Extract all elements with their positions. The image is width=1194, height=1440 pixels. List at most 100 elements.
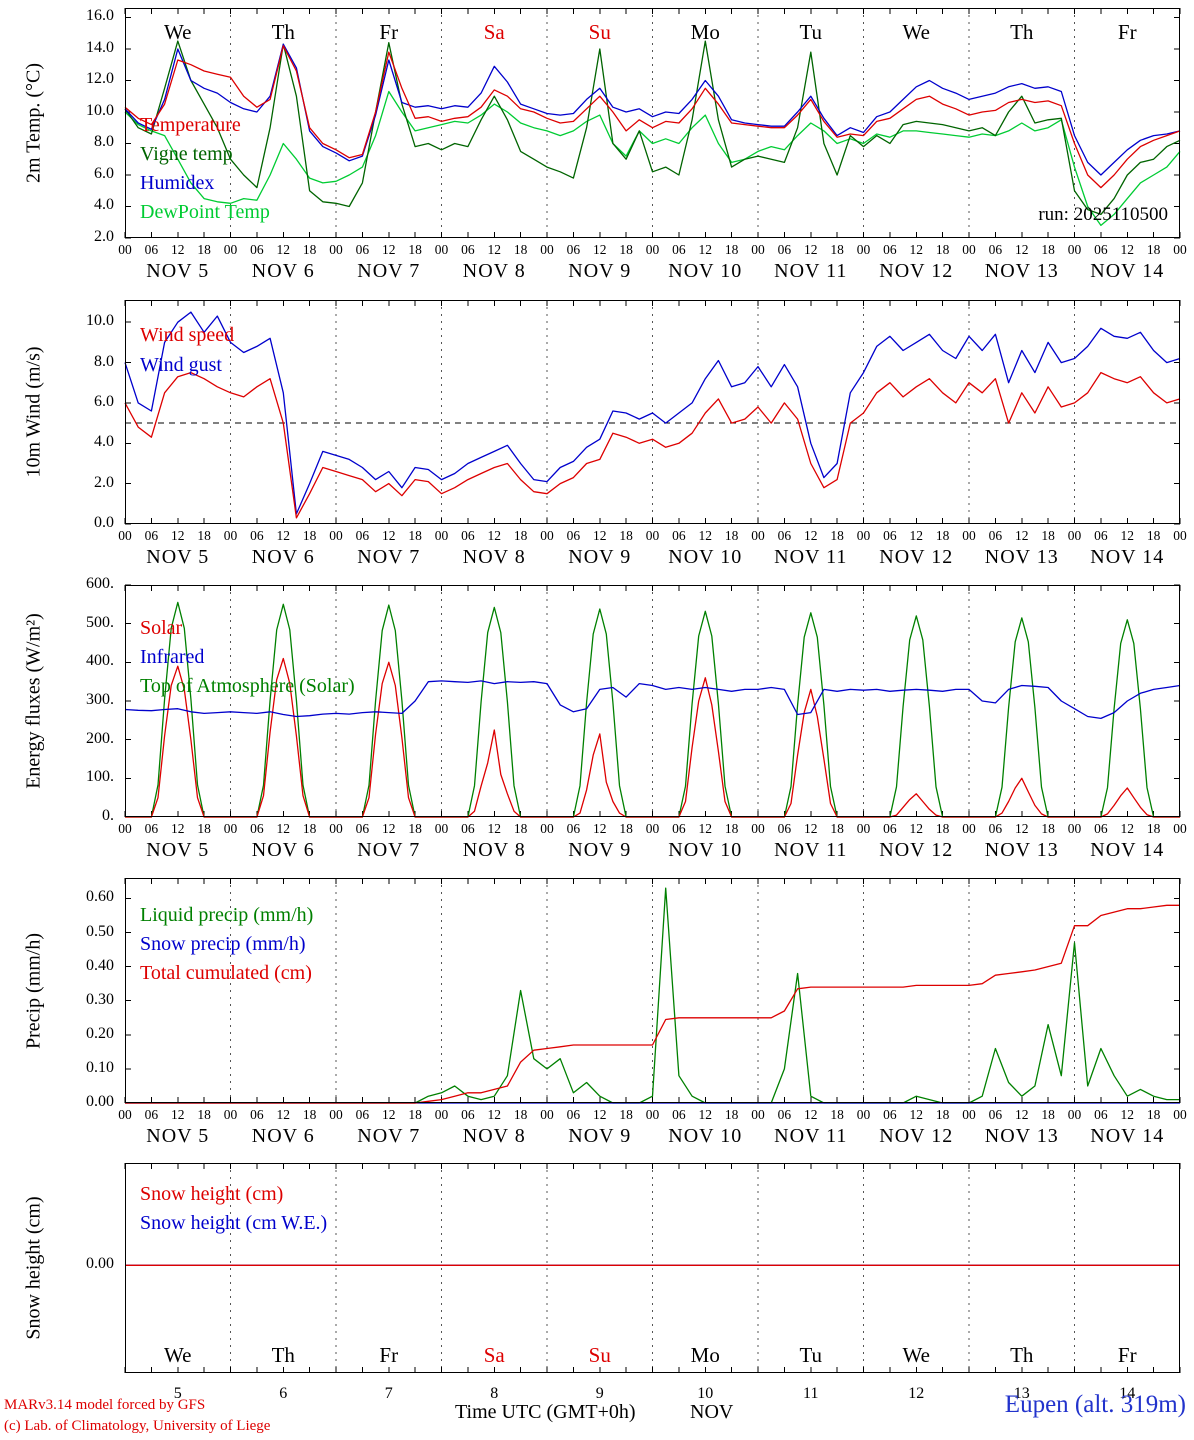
day-name-label: We — [902, 1343, 930, 1367]
hour-label: 00 — [856, 821, 871, 836]
hour-label: 06 — [988, 528, 1003, 543]
hour-label: 00 — [1067, 1107, 1082, 1122]
hour-label: 06 — [461, 528, 475, 543]
hour-label: 12 — [487, 1107, 502, 1122]
hour-label: 06 — [250, 528, 264, 543]
day-name-label: Mo — [690, 1343, 720, 1367]
hour-label: 00 — [1173, 528, 1187, 543]
wind-chart-svg — [124, 300, 1181, 525]
hour-label: 00 — [1173, 242, 1187, 257]
hour-label: 18 — [197, 528, 211, 543]
hour-label: 12 — [1015, 242, 1029, 257]
day-number-label: 8 — [490, 1385, 499, 1402]
legend-item: Temperature — [140, 114, 241, 136]
date-label: NOV 7 — [357, 839, 421, 861]
hour-label: 12 — [1015, 1107, 1029, 1122]
hour-label: 12 — [698, 242, 713, 257]
hour-label: 00 — [962, 528, 976, 543]
hour-label: 00 — [751, 821, 765, 836]
hour-label: 06 — [988, 821, 1003, 836]
y-axis-label-wind: 10m Wind (m/s) — [22, 346, 45, 478]
hour-label: 18 — [302, 821, 317, 836]
hour-label: 18 — [830, 821, 844, 836]
hour-label: 00 — [856, 1107, 871, 1122]
day-name-label: Fr — [379, 20, 399, 44]
y-tick-label: 6.0 — [94, 164, 114, 182]
temp-chart-svg — [124, 8, 1181, 239]
plot-frame — [125, 1163, 1180, 1373]
date-label: NOV 5 — [146, 1125, 210, 1147]
date-label: NOV 8 — [462, 839, 526, 861]
hour-label: 06 — [566, 1107, 581, 1122]
hour-label: 12 — [909, 821, 924, 836]
date-label: NOV 8 — [462, 1125, 526, 1147]
hour-label: 00 — [962, 1107, 976, 1122]
hour-label: 00 — [329, 528, 343, 543]
hour-label: 06 — [461, 821, 475, 836]
y-axis-label-snow: Snow height (cm) — [22, 1196, 45, 1340]
hour-label: 00 — [645, 1107, 660, 1122]
hour-label: 18 — [197, 1107, 211, 1122]
hour-label: 00 — [962, 242, 976, 257]
y-tick-label: 0. — [102, 807, 114, 824]
hour-label: 18 — [1146, 821, 1161, 836]
hour-label: 00 — [118, 821, 132, 836]
hour-label: 12 — [382, 1107, 396, 1122]
hour-label: 12 — [487, 242, 502, 257]
hour-label: 12 — [276, 821, 291, 836]
hour-label: 06 — [1094, 242, 1108, 257]
hour-label: 06 — [566, 242, 581, 257]
legend-item: Liquid precip (mm/h) — [140, 904, 314, 926]
date-label: NOV 10 — [668, 260, 743, 282]
hour-label: 12 — [171, 1107, 185, 1122]
date-label: NOV 13 — [984, 839, 1059, 861]
hour-label: 18 — [408, 528, 422, 543]
x-axis-title: Time UTC (GMT+0h) — [455, 1401, 636, 1423]
hour-label: 00 — [1067, 528, 1082, 543]
date-label: NOV 9 — [568, 839, 632, 861]
y-tick-label: 2.0 — [94, 228, 114, 245]
hour-label: 00 — [329, 821, 343, 836]
hour-label: 12 — [698, 1107, 713, 1122]
day-name-label: Fr — [379, 1343, 399, 1367]
hour-label: 06 — [355, 528, 370, 543]
y-axis-label-precip: Precip (mm/h) — [22, 932, 45, 1049]
date-label: NOV 6 — [251, 546, 315, 568]
date-label: NOV 11 — [774, 546, 848, 568]
legend-item: Vigne temp — [140, 143, 233, 165]
hour-label: 18 — [1146, 242, 1161, 257]
hour-label: 06 — [566, 528, 581, 543]
hour-label: 18 — [513, 242, 528, 257]
day-name-label: Su — [588, 20, 611, 44]
hour-label: 06 — [355, 821, 370, 836]
hour-label: 12 — [1120, 821, 1135, 836]
hour-label: 06 — [1094, 1107, 1108, 1122]
hour-label: 00 — [329, 242, 343, 257]
date-label: NOV 12 — [879, 260, 954, 282]
day-name-label: We — [164, 1343, 192, 1367]
y-tick-label: 0.20 — [86, 1024, 114, 1042]
hour-label: 00 — [223, 528, 238, 543]
panel-snow-height: Snow height (cm) 0.00 We Th Fr Sa Su Mo Tu We Th F… — [0, 1163, 1194, 1402]
y-tick-label: 4.0 — [94, 196, 114, 214]
hour-label: 06 — [988, 1107, 1003, 1122]
y-tick-label: 0.00 — [86, 1093, 114, 1110]
panel-precip: Precip (mm/h) 0.00 0.10 0.20 0.30 0.40 0.50 0.… — [0, 878, 1194, 1147]
y-tick-label: 0.00 — [86, 1255, 114, 1273]
date-label: NOV 8 — [462, 260, 526, 282]
date-label: NOV 5 — [146, 839, 210, 861]
month-label: NOV — [690, 1401, 734, 1423]
y-tick-label: 0.50 — [86, 922, 114, 940]
station-label: Eupen (alt. 319m) — [1004, 1391, 1186, 1418]
day-number-label: 11 — [803, 1385, 819, 1402]
date-label: NOV 14 — [1090, 839, 1165, 861]
y-tick-label: 500. — [86, 613, 114, 631]
day-name-label: Tu — [799, 1343, 823, 1367]
credit-line-2: (c) Lab. of Climatology, University of L… — [4, 1418, 271, 1434]
hour-label: 18 — [1041, 821, 1055, 836]
hour-label: 12 — [276, 1107, 291, 1122]
day-number-label: 9 — [595, 1385, 604, 1402]
hour-label: 06 — [144, 1107, 159, 1122]
hour-label: 00 — [223, 821, 238, 836]
hour-label: 18 — [513, 1107, 528, 1122]
